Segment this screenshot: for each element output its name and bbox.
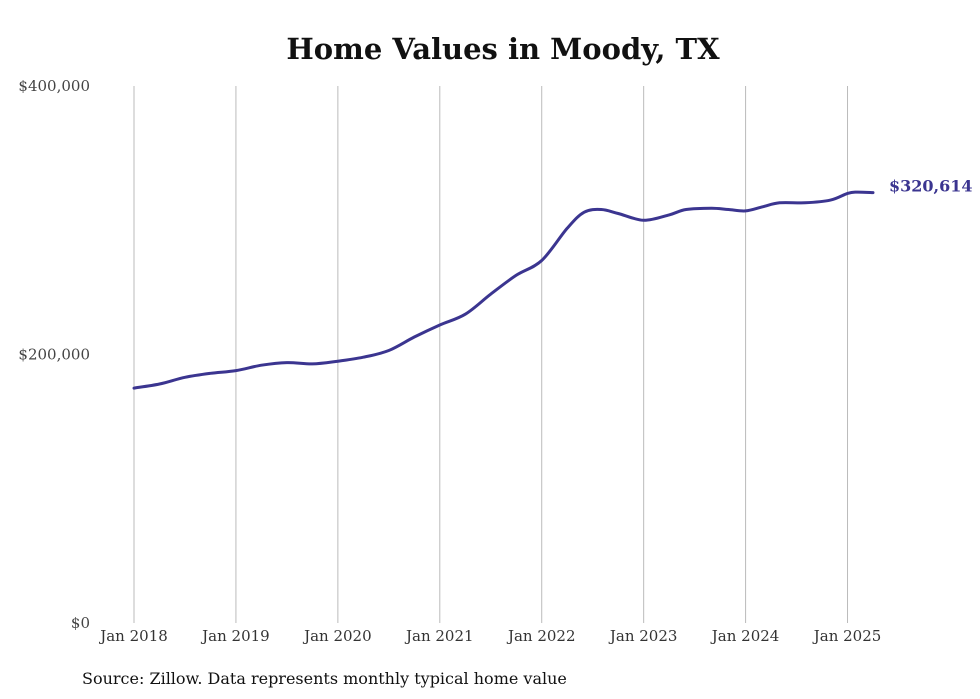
x-tick-label: Jan 2018 [98, 627, 168, 645]
y-tick-label: $200,000 [18, 346, 90, 364]
x-tick-label: Jan 2020 [302, 627, 372, 645]
y-tick-label: $400,000 [18, 77, 90, 95]
x-tick-label: Jan 2021 [404, 627, 474, 645]
chart-title: Home Values in Moody, TX [286, 32, 720, 66]
x-axis: Jan 2018 Jan 2019 Jan 2020 Jan 2021 Jan 2022… [98, 627, 881, 645]
gridlines [133, 86, 849, 623]
end-value-label: $320,614 [889, 177, 973, 196]
x-tick-label: Jan 2025 [812, 627, 882, 645]
x-tick-label: Jan 2022 [506, 627, 576, 645]
x-tick-label: Jan 2024 [710, 627, 780, 645]
x-tick-label: Jan 2019 [200, 627, 270, 645]
source-note: Source: Zillow. Data represents monthly … [82, 669, 567, 688]
y-axis: $0 $200,000 $400,000 [18, 77, 90, 632]
x-tick-label: Jan 2023 [608, 627, 678, 645]
y-tick-label: $0 [71, 614, 90, 632]
series-layer: $320,614 [132, 177, 973, 390]
home-value-line [132, 190, 875, 390]
